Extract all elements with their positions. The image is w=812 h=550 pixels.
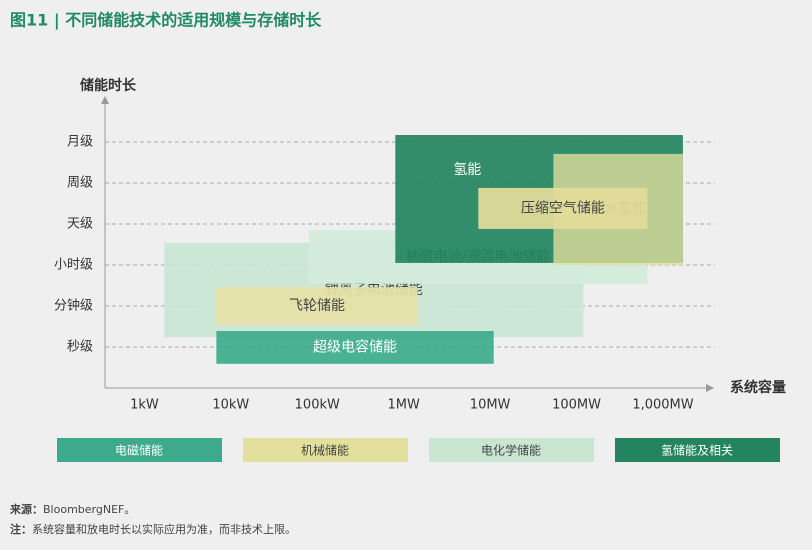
legend-label: 机械储能: [301, 443, 349, 458]
range-label: 飞轮储能: [289, 298, 345, 314]
x-tick-label: 10kW: [212, 398, 249, 413]
legend-label: 电化学储能: [481, 443, 541, 458]
y-tick-label: 天级: [67, 217, 93, 232]
legend-swatch: [243, 438, 408, 462]
y-arrow: [101, 96, 109, 104]
y-tick-label: 月级: [67, 135, 93, 150]
note-label: 来源：: [9, 502, 43, 516]
note-label: 注：: [10, 522, 32, 536]
range-label: 氢能: [453, 162, 481, 178]
legend-label: 氢储能及相关: [661, 443, 733, 458]
legend-label: 电磁储能: [115, 443, 163, 458]
legend-swatch: [57, 438, 222, 462]
range-box: [216, 287, 418, 325]
note-text: BloombergNEF。: [43, 503, 135, 516]
y-tick-label: 小时级: [54, 258, 93, 273]
x-tick-label: 10MW: [470, 398, 511, 413]
range-label: 超级电容储能: [313, 338, 397, 355]
x-tick-label: 100MW: [552, 398, 601, 413]
x-tick-label: 1kW: [130, 398, 159, 413]
range-box: [216, 331, 494, 364]
y-tick-label: 秒级: [67, 340, 93, 355]
range-label: 压缩空气储能: [521, 200, 605, 216]
x-axis-title: 系统容量: [730, 379, 786, 396]
note-text: 系统容量和放电时长以实际应用为准，而非技术上限。: [32, 522, 296, 536]
range-box: [478, 187, 648, 229]
chart-title: 图11 | 不同储能技术的适用规模与存储时长: [10, 11, 322, 31]
x-tick-label: 1,000MW: [632, 398, 693, 413]
y-tick-label: 周级: [67, 176, 93, 191]
note: 来源：BloombergNEF。: [9, 502, 135, 516]
legend-swatch: [429, 438, 594, 462]
note: 注：系统容量和放电时长以实际应用为准，而非技术上限。: [10, 522, 296, 536]
x-tick-label: 100kW: [295, 398, 340, 413]
y-tick-label: 分钟级: [54, 298, 93, 314]
x-tick-label: 1MW: [388, 398, 420, 413]
y-axis-title: 储能时长: [79, 77, 137, 94]
x-arrow: [706, 384, 714, 392]
legend-swatch: [615, 438, 780, 462]
